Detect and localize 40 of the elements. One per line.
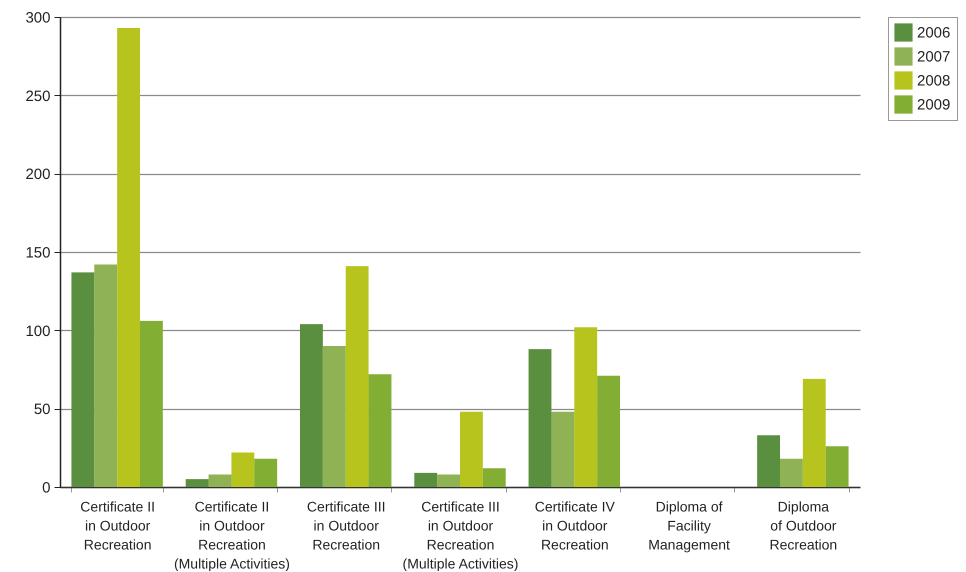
legend-label: 2008 <box>917 72 950 90</box>
bar <box>231 452 254 487</box>
y-tick-label: 200 <box>25 166 50 184</box>
bar <box>368 374 392 487</box>
legend-label: 2007 <box>917 48 950 66</box>
bar <box>254 458 278 487</box>
bar <box>117 28 140 487</box>
bar <box>780 458 803 487</box>
bar <box>94 264 118 487</box>
x-tick-label: Certificate III in Outdoor Recreation <box>306 498 386 552</box>
bar <box>528 349 552 487</box>
bar <box>322 346 346 487</box>
bar <box>802 378 826 487</box>
bar <box>574 327 598 487</box>
legend-label: 2009 <box>917 96 950 114</box>
bar <box>414 472 438 487</box>
bar <box>757 435 780 487</box>
y-tick-label: 100 <box>25 322 50 340</box>
legend-label: 2006 <box>917 24 950 42</box>
bar <box>551 412 574 487</box>
y-tick-label: 250 <box>25 88 50 105</box>
bar <box>208 474 232 487</box>
y-tick-label: 150 <box>25 244 50 262</box>
bar <box>140 320 163 487</box>
x-tick-label: Certificate II in Outdoor Recreation <box>80 498 155 552</box>
y-tick-label: 300 <box>25 10 50 26</box>
bar <box>826 446 849 487</box>
bar <box>437 474 460 487</box>
bar <box>460 412 483 487</box>
bar <box>186 479 209 487</box>
y-tick-label: 50 <box>34 401 50 418</box>
bar <box>300 324 323 487</box>
y-tick-label: 0 <box>42 480 50 496</box>
bar <box>346 266 369 487</box>
bar <box>482 468 506 487</box>
x-tick-label: Certificate IV in Outdoor Recreation <box>534 498 616 552</box>
bar <box>71 272 94 487</box>
x-tick-label: Diploma of Outdoor Recreation <box>770 498 838 552</box>
x-tick-label: Diploma of Facility Management <box>648 498 730 552</box>
bar <box>597 376 620 487</box>
